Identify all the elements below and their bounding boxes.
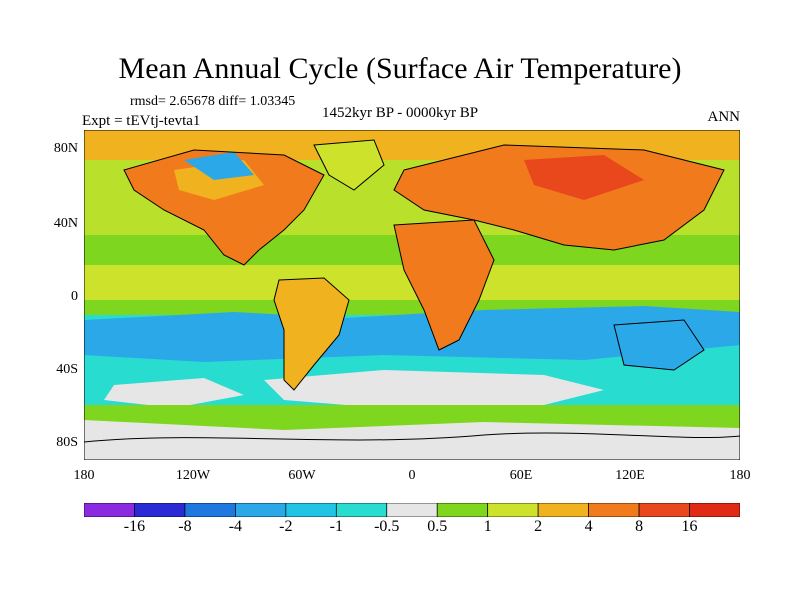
lat-label-40s: 40S (56, 362, 78, 377)
colorbar-label: 1 (483, 518, 492, 535)
lon-label-0: 0 (408, 468, 416, 483)
lon-label-180e: 180 (729, 468, 751, 483)
lat-label-80s: 80S (56, 435, 78, 450)
south-america (274, 278, 349, 390)
colorbar-label: 8 (635, 518, 644, 535)
colorbar-swatch (537, 503, 589, 517)
stats-label: rmsd= 2.65678 diff= 1.03345 (130, 94, 296, 109)
colorbar-swatch (285, 503, 337, 517)
lat-label-0: 0 (71, 289, 78, 304)
australia (614, 320, 704, 370)
colorbar-swatch (184, 503, 236, 517)
colorbar-swatch (134, 503, 186, 517)
season-label: ANN (707, 109, 741, 125)
colorbar-label: -2 (279, 518, 293, 535)
temperature-map (84, 130, 740, 460)
colorbar-label: -0.5 (374, 518, 400, 535)
africa (394, 220, 494, 350)
chart-title: Mean Annual Cycle (Surface Air Temperatu… (118, 52, 682, 85)
lon-label-120e: 120E (615, 468, 645, 483)
colorbar-swatch (386, 503, 438, 517)
colorbar-swatch (84, 503, 135, 517)
colorbar-label: -4 (228, 518, 243, 535)
experiment-label: Expt = tEVtj-tevta1 (82, 113, 201, 129)
period-label: 1452kyr BP - 0000kyr BP (322, 105, 479, 121)
lon-label-60w: 60W (288, 468, 316, 483)
antarctica (84, 436, 740, 460)
colorbar-swatch (436, 503, 489, 517)
neutral-patch-south (264, 370, 604, 410)
colorbar (84, 503, 740, 517)
colorbar-label: -16 (123, 518, 146, 535)
colorbar-swatch (335, 503, 388, 517)
colorbar-swatch (638, 503, 690, 517)
lon-label-60e: 60E (509, 468, 533, 483)
cool-band (84, 306, 740, 362)
lat-label-40n: 40N (53, 216, 78, 231)
lon-label-180w: 180 (73, 468, 95, 483)
neutral-patch-southwest (104, 378, 244, 408)
north-america (124, 150, 324, 265)
colorbar-label: -8 (178, 518, 192, 535)
colorbar-swatch (235, 503, 287, 517)
siberia-hot-patch (524, 155, 644, 200)
colorbar-label: 0.5 (427, 518, 448, 535)
colorbar-label: 16 (681, 518, 698, 535)
eurasia (394, 145, 724, 250)
colorbar-label: -1 (329, 518, 343, 535)
coastlines (84, 139, 740, 443)
colorbar-label: 2 (534, 518, 543, 535)
canada-cool-patch (184, 152, 254, 180)
colorbar-swatch (588, 503, 640, 517)
lon-label-120w: 120W (175, 468, 211, 483)
lat-label-80n: 80N (53, 141, 78, 156)
greenland (314, 140, 384, 190)
colorbar-swatch (487, 503, 539, 517)
colorbar-swatch (689, 503, 740, 517)
colorbar-label: 4 (584, 518, 593, 535)
